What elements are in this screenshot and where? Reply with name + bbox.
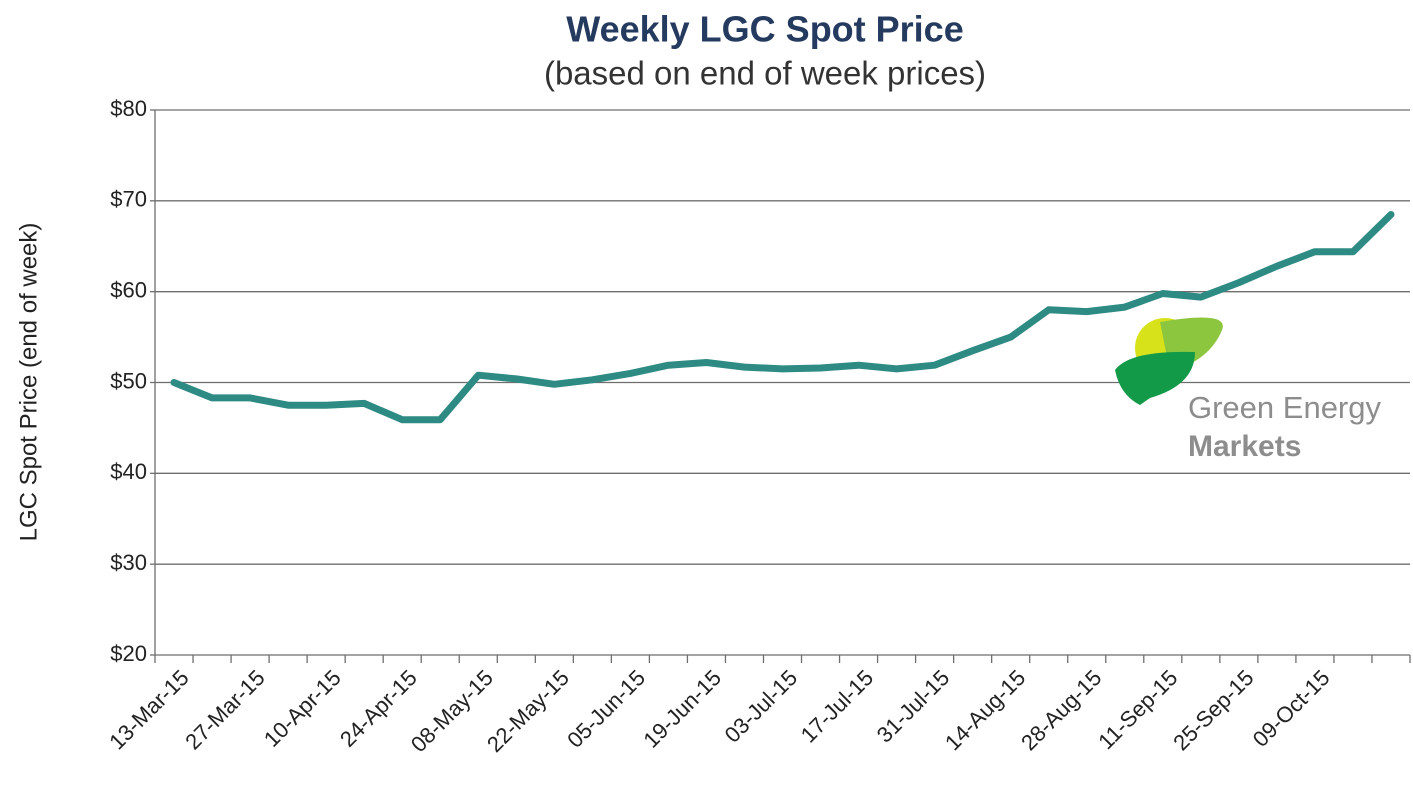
logo-shape (1115, 351, 1195, 405)
logo: Green Energy Markets (1115, 317, 1381, 463)
y-tick-label: $20 (110, 641, 147, 666)
logo-text: Green Energy (1188, 390, 1381, 425)
x-tick-label: 19-Jun-15 (638, 665, 726, 753)
x-tick-label: 25-Sep-15 (1168, 665, 1258, 755)
x-tick-label: 10-Apr-15 (259, 665, 346, 752)
x-tick-label: 09-Oct-15 (1248, 665, 1335, 752)
x-tick-label: 13-Mar-15 (104, 665, 193, 754)
y-tick-label: $40 (110, 459, 147, 484)
y-tick-label: $80 (110, 96, 147, 121)
y-tick-label: $50 (110, 368, 147, 393)
x-tick-label: 27-Mar-15 (180, 665, 269, 754)
y-axis-label: LGC Spot Price (end of week) (15, 223, 42, 542)
x-tick-label: 11-Sep-15 (1093, 665, 1182, 754)
x-tick-label: 22-May-15 (482, 665, 574, 757)
logo-text: Markets (1188, 430, 1301, 463)
x-tick-label: 28-Aug-15 (1016, 665, 1106, 755)
chart-title: Weekly LGC Spot Price (566, 9, 963, 50)
series-line (170, 211, 1395, 424)
y-tick-label: $70 (110, 187, 147, 212)
y-tick-label: $60 (110, 277, 147, 302)
x-tick-label: 14-Aug-15 (940, 665, 1030, 755)
x-tick-label: 05-Jun-15 (562, 665, 650, 753)
x-tick-label: 03-Jul-15 (720, 665, 803, 748)
y-tick-label: $30 (110, 550, 147, 575)
x-tick-label: 17-Jul-15 (796, 665, 879, 748)
chart-subtitle: (based on end of week prices) (544, 55, 986, 92)
x-tick-label: 08-May-15 (406, 665, 498, 757)
